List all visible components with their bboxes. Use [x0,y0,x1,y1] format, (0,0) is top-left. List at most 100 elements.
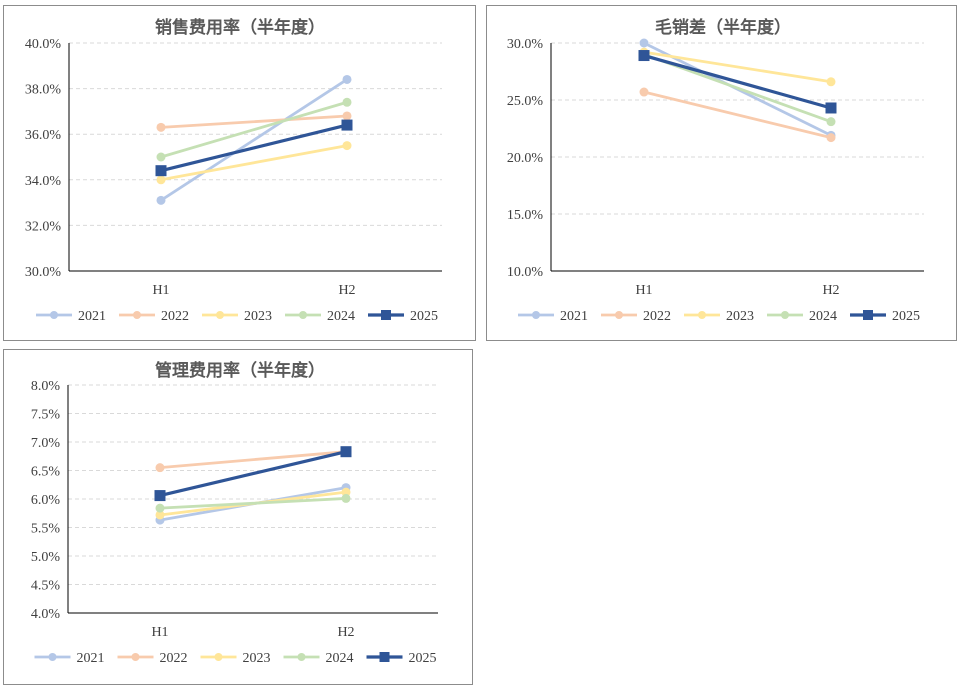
chart-panel-sales-expense-ratio: 销售费用率（半年度） 30.0% 32.0% 34.0% 36.0% 38.0% 40.0… [3,5,476,341]
series-line-2022 [159,114,349,129]
data-point-2023 [155,510,165,520]
data-point-2024 [342,97,352,107]
data-point-2025 [825,102,837,114]
legend-marker-2023 [698,311,706,319]
legend-marker-2023 [216,311,224,319]
legend-label-2023: 2023 [243,651,271,666]
x-tick-label: H2 [822,283,839,298]
legend-label-2022: 2022 [160,651,188,666]
legend-marker-2021 [48,653,57,661]
y-tick-label: 32.0% [25,219,62,234]
legend-marker-2022 [131,653,140,661]
y-tick-label: 8.0% [31,379,61,394]
data-point-2025 [341,119,353,131]
y-tick-label: 5.0% [31,550,61,565]
chart-panel-gross-margin-spread: 毛销差（半年度） 10.0% 15.0% 20.0% 25.0% 30.0% H1 H2 20… [486,5,957,341]
legend-label-2021: 2021 [560,309,588,324]
y-tick-label: 25.0% [507,94,544,109]
data-point-2022 [155,463,165,473]
legend-label-2022: 2022 [643,309,671,324]
data-point-2023 [342,141,352,151]
y-tick-label: 40.0% [25,37,62,52]
y-tick-label: 5.5% [31,522,61,537]
data-point-2025 [638,50,650,62]
y-tick-label: 4.5% [31,579,61,594]
legend-marker-2021 [50,311,58,319]
legend-marker-2022 [133,311,141,319]
data-point-2023 [156,175,166,185]
y-tick-label: 4.0% [31,607,61,622]
legend-marker-2021 [532,311,540,319]
chart-title: 管理费用率（半年度） [155,360,325,381]
y-tick-label: 20.0% [507,151,544,166]
y-tick-label: 7.5% [31,408,61,423]
legend-label-2021: 2021 [77,651,105,666]
y-tick-label: 30.0% [25,265,62,280]
data-point-2022 [156,122,166,132]
series-line-2022 [158,450,348,470]
y-tick-label: 34.0% [25,174,62,189]
data-point-2022 [826,133,836,143]
legend-label-2023: 2023 [726,309,754,324]
legend-label-2024: 2024 [326,651,354,666]
data-point-2024 [341,493,351,503]
y-tick-label: 38.0% [25,83,62,98]
legend-marker-2023 [214,653,223,661]
data-point-2024 [155,503,165,513]
y-tick-label: 7.0% [31,436,61,451]
data-point-2022 [639,87,649,97]
legend-label-2024: 2024 [809,309,837,324]
series-line-2024 [158,497,348,510]
data-point-2024 [826,117,836,127]
series-line-2021 [159,78,349,202]
legend-label-2025: 2025 [409,651,437,666]
data-point-2021 [639,38,649,48]
series-line-2025 [642,53,833,110]
y-tick-label: 6.0% [31,493,61,508]
legend-marker-2022 [615,311,623,319]
series-line-2024 [159,100,349,159]
legend-label-2025: 2025 [410,309,438,324]
legend-marker-2025 [863,310,873,320]
legend-marker-2024 [781,311,789,319]
series-line-2025 [158,450,348,498]
x-tick-label: H2 [337,625,354,640]
data-point-2024 [156,152,166,162]
chart-panel-admin-expense-ratio: 管理费用率（半年度） 4.0% 4.5% 5.0% 5.5% 6.0% 6.5% 7.0% 7… [3,349,473,685]
x-tick-label: H1 [151,625,168,640]
data-point-2021 [342,74,352,84]
legend-label-2023: 2023 [244,309,272,324]
chart-admin-expense-ratio: 管理费用率（半年度） 4.0% 4.5% 5.0% 5.5% 6.0% 6.5% 7.0% 7… [31,360,438,666]
legend-label-2021: 2021 [78,309,106,324]
legend-marker-2024 [299,311,307,319]
data-point-2021 [156,195,166,205]
y-tick-label: 30.0% [507,37,544,52]
y-tick-label: 10.0% [507,265,544,280]
data-point-2025 [154,490,166,502]
series-line-2025 [159,123,349,173]
series-line-2023 [642,50,833,84]
data-point-2023 [341,487,351,497]
y-tick-label: 15.0% [507,208,544,223]
chart-sales-expense-ratio: 销售费用率（半年度） 30.0% 32.0% 34.0% 36.0% 38.0% 40.0… [25,17,442,324]
data-point-2022 [342,111,352,121]
x-tick-label: H2 [338,283,355,298]
y-tick-label: 36.0% [25,128,62,143]
legend-marker-2025 [381,310,391,320]
series-line-2022 [642,90,833,140]
y-tick-label: 6.5% [31,465,61,480]
data-point-2025 [340,446,352,458]
x-tick-label: H1 [152,283,169,298]
chart-title: 销售费用率（半年度） [155,17,325,38]
legend-marker-2024 [297,653,306,661]
chart-title: 毛销差（半年度） [655,17,791,38]
legend-marker-2025 [379,652,390,662]
series-line-2023 [159,144,349,182]
legend-label-2025: 2025 [892,309,920,324]
chart-gross-margin-spread: 毛销差（半年度） 10.0% 15.0% 20.0% 25.0% 30.0% H1 H2 20… [507,17,924,324]
data-point-2025 [155,165,167,177]
x-tick-label: H1 [635,283,652,298]
legend-label-2022: 2022 [161,309,189,324]
legend-label-2024: 2024 [327,309,355,324]
data-point-2023 [826,77,836,87]
